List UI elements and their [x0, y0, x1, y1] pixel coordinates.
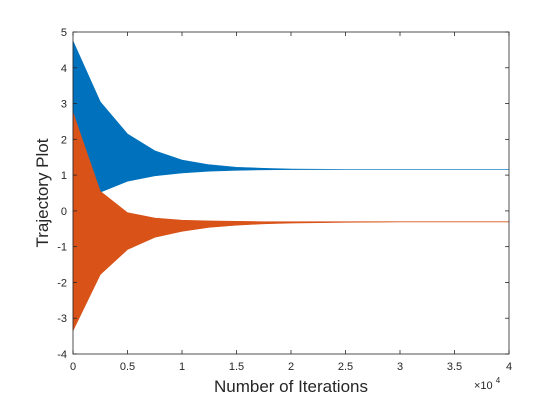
y-tick-label: 1 [61, 170, 67, 182]
x-axis-title: Number of Iterations [214, 377, 368, 396]
x-axis-exponent: ×10 4 [474, 376, 501, 392]
y-tick-label: 0 [61, 206, 67, 218]
y-tick-label: -1 [57, 242, 67, 254]
y-tick-label: 2 [61, 134, 67, 146]
y-tick-label: -4 [57, 349, 67, 361]
y-tick-label: -3 [57, 313, 67, 325]
y-tick-label: 5 [61, 27, 67, 39]
x-tick-label: 0 [70, 361, 76, 373]
x-tick-label: 3 [397, 361, 403, 373]
x-tick-label: 1.5 [229, 361, 244, 373]
y-axis-title: Trajectory Plot [33, 138, 52, 247]
x-axis-exponent-power: 4 [496, 376, 501, 385]
y-tick-label: 4 [61, 63, 67, 75]
x-tick-label: 0.5 [120, 361, 135, 373]
x-tick-label: 4 [506, 361, 512, 373]
x-axis-exponent-base: ×10 [474, 380, 493, 392]
x-tick-label: 2 [288, 361, 294, 373]
x-tick-label: 2.5 [338, 361, 353, 373]
y-tick-label: 3 [61, 99, 67, 111]
y-tick-label: -2 [57, 277, 67, 289]
x-tick-label: 3.5 [447, 361, 462, 373]
x-tick-label: 1 [179, 361, 185, 373]
ticks-layer: 0 0.5 1 1.5 2 2.5 3 3.5 4 5 4 3 2 1 0 -1 -2 -3 -4 [57, 27, 512, 373]
